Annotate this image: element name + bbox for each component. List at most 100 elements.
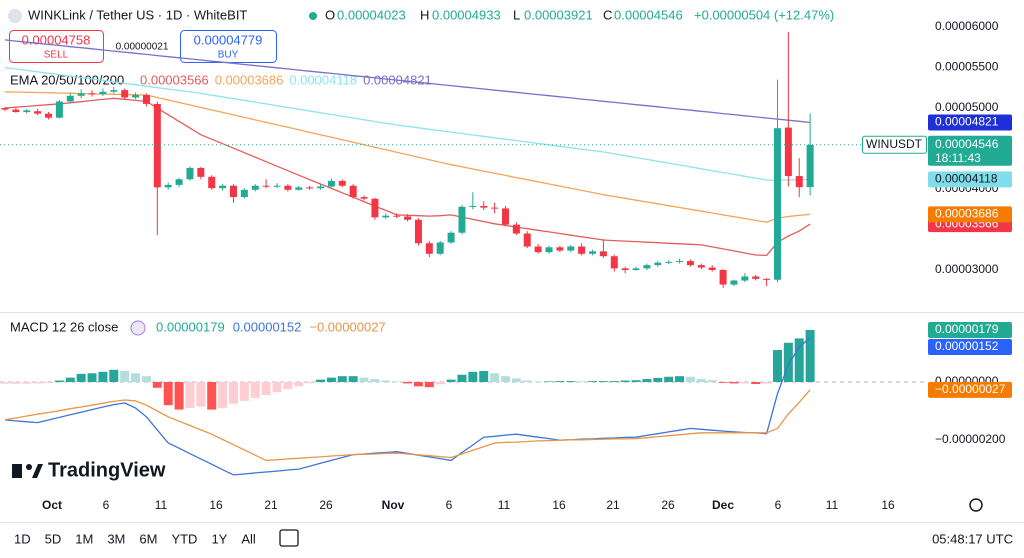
candle-body	[317, 186, 325, 189]
ohlc-label: L	[513, 7, 520, 22]
ohlc-label: H	[420, 7, 429, 22]
candle-body	[643, 265, 651, 269]
x-tick-label: 11	[155, 498, 168, 512]
x-tick-label: 11	[498, 498, 511, 512]
candle-body	[360, 197, 368, 199]
macd-histogram-bar	[381, 380, 391, 382]
ema-line	[4, 91, 811, 223]
symbol-tag	[862, 135, 927, 154]
macd-readout: −0.00000027	[309, 319, 385, 334]
ema-tag	[928, 171, 1012, 188]
macd-histogram-bar	[11, 381, 21, 384]
candle-body	[447, 232, 455, 243]
macd-histogram-bar	[250, 381, 260, 398]
settings-icon[interactable]	[969, 498, 983, 512]
candle-body	[371, 198, 379, 218]
ema-tag-label: 0.00003686	[935, 207, 999, 221]
date-range-icon[interactable]	[279, 529, 299, 547]
macd-histogram-bar	[22, 381, 32, 384]
range-button[interactable]: 3M	[107, 531, 125, 546]
macd-histogram-bar	[577, 381, 587, 382]
macd-histogram-bar	[740, 381, 750, 384]
range-button[interactable]: 5D	[45, 531, 62, 546]
logo-mark	[32, 464, 43, 478]
range-button[interactable]: YTD	[171, 531, 197, 546]
range-button[interactable]: 1D	[14, 531, 31, 546]
ohlc-label: O	[325, 7, 335, 22]
candle-body	[121, 90, 129, 98]
candle-body	[599, 251, 607, 257]
signal-line	[4, 389, 811, 462]
macd-histogram-bar	[120, 370, 130, 382]
candle-body	[763, 278, 771, 280]
range-button[interactable]: 1Y	[211, 531, 227, 546]
macd-histogram-bar	[392, 381, 402, 382]
macd-histogram-bar	[218, 381, 228, 409]
candle-body	[752, 276, 760, 279]
macd-histogram-bar	[316, 379, 326, 382]
candle-body	[1, 107, 9, 110]
macd-histogram-bar	[642, 379, 652, 382]
macd-histogram-bar	[44, 381, 54, 384]
candle-body	[99, 91, 107, 95]
macd-histogram-bar	[196, 381, 206, 407]
symbol-icon	[8, 9, 22, 23]
sell-label[interactable]: SELL	[44, 50, 69, 61]
x-tick-label: 6	[103, 498, 110, 512]
candle-body	[436, 242, 444, 254]
candle-body	[719, 269, 727, 285]
candle-body	[458, 206, 466, 233]
macd-histogram-bar	[98, 371, 108, 382]
x-tick-label: 21	[606, 498, 620, 512]
last-price: 0.00004546	[935, 137, 999, 151]
candle-body	[567, 246, 575, 251]
candle-body	[795, 176, 803, 188]
buy-label[interactable]: BUY	[218, 50, 239, 61]
candle-body	[404, 216, 412, 220]
buy-price[interactable]: 0.00004779	[194, 32, 263, 47]
candle-body	[534, 246, 542, 253]
y-tick-label: 0.00003000	[935, 262, 999, 276]
ohlc-value: 0.00004023	[337, 7, 406, 22]
macd-histogram-bar	[479, 370, 489, 382]
macd-histogram-bar	[33, 381, 43, 384]
candle-body	[262, 185, 270, 187]
candle-body	[142, 95, 150, 104]
macd-histogram-bar	[544, 381, 554, 382]
candle-body	[88, 93, 96, 95]
macd-tick-label: −0.00000200	[935, 432, 1006, 446]
candle-body	[284, 185, 292, 190]
x-tick-label: 6	[446, 498, 453, 512]
macd-histogram-bar	[783, 342, 793, 382]
macd-histogram-bar	[762, 381, 772, 384]
candle-body	[654, 262, 662, 266]
macd-histogram-bar	[457, 374, 467, 382]
macd-histogram-bar	[424, 381, 434, 388]
candle-body	[251, 185, 259, 190]
macd-histogram-bar	[87, 373, 97, 382]
range-button[interactable]: 1M	[75, 531, 93, 546]
y-tick-label: 0.00006000	[935, 19, 999, 33]
macd-histogram-bar	[555, 381, 565, 382]
indicator-icon[interactable]	[130, 320, 146, 336]
macd-tag-label: 0.00000179	[935, 322, 999, 336]
macd-histogram-bar	[348, 376, 358, 382]
macd-histogram-bar	[163, 381, 173, 406]
macd-histogram-bar	[685, 376, 695, 382]
candle-body	[632, 268, 640, 270]
candle-body	[110, 90, 118, 92]
candle-body	[12, 109, 20, 113]
range-button[interactable]: All	[241, 531, 256, 546]
market-status	[309, 12, 317, 20]
candle-body	[273, 185, 281, 187]
macd-histogram-bar	[54, 380, 64, 382]
sell-button[interactable]	[9, 30, 104, 63]
candle-body	[77, 93, 85, 96]
ema-tag-label: 0.00004821	[935, 115, 999, 129]
candle-body	[697, 265, 705, 268]
x-tick-label: 16	[552, 498, 566, 512]
x-tick-label: 26	[319, 498, 333, 512]
range-button[interactable]: 6M	[139, 531, 157, 546]
macd-histogram-bar	[718, 381, 728, 383]
macd-histogram-bar	[631, 380, 641, 382]
